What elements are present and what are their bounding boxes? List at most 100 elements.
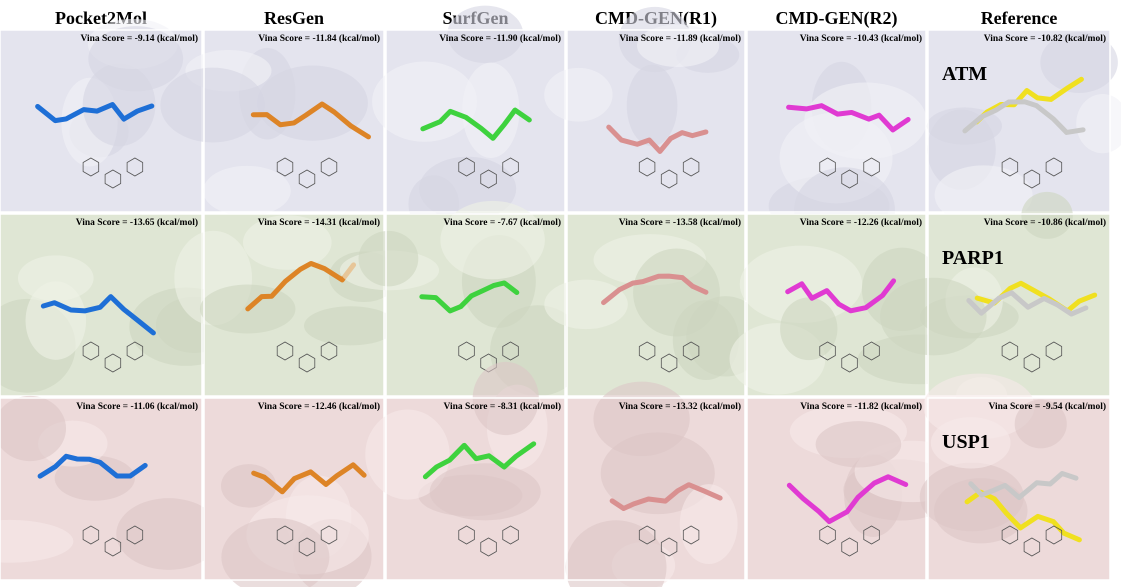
ligand-2d (502, 157, 519, 177)
ligand-3d (250, 101, 371, 140)
ligand-2d (660, 537, 678, 557)
ligand-2d (1045, 157, 1063, 177)
ligand-3d (966, 290, 1089, 317)
vina-score: Vina Score = -7.67 (kcal/mol) (443, 217, 561, 228)
pocket-surface (303, 306, 398, 346)
vina-score: Vina Score = -12.26 (kcal/mol) (800, 217, 922, 228)
pocket-surface (626, 64, 678, 147)
cell: Vina Score = -9.54 (kcal/mol) (919, 373, 1111, 581)
pocket-surface (780, 297, 838, 361)
ligand-2d (502, 341, 519, 361)
pocket-surface (372, 61, 477, 142)
vina-score: Vina Score = -10.86 (kcal/mol) (984, 217, 1106, 228)
target-label: USP1 (942, 431, 990, 453)
ligand-2d (638, 157, 656, 177)
vina-score: Vina Score = -11.84 (kcal/mol) (258, 33, 380, 44)
ligand-2d (863, 157, 880, 177)
pocket-surface (17, 255, 94, 301)
pocket-surface (815, 421, 902, 468)
ligand-2d (863, 525, 880, 545)
ligand-3d (968, 470, 1079, 501)
cell-border (203, 213, 385, 397)
vina-score: Vina Score = -11.06 (kcal/mol) (76, 401, 198, 412)
ligand-2d (1001, 157, 1019, 177)
cell: Vina Score = -11.90 (kcal/mol) (372, 5, 566, 233)
ligand-2d (682, 341, 700, 361)
ligand-3d (251, 462, 367, 495)
ligand-2d (863, 341, 880, 361)
ligand-2d (126, 525, 144, 545)
ligand-2d (1023, 353, 1041, 373)
ligand-3d (962, 99, 1086, 135)
ligand-3d (37, 453, 148, 479)
pocket-surface (462, 62, 520, 159)
ligand-2d (682, 157, 700, 177)
ligand-3d (35, 102, 155, 124)
ligand-2d (298, 169, 316, 189)
cell: Vina Score = -13.32 (kcal/mol) (565, 381, 746, 587)
pocket-surface (54, 455, 135, 501)
ligand-3d (601, 273, 709, 306)
ligand-2d (1045, 341, 1063, 361)
pocket-surface (116, 498, 222, 570)
ligand-2d (298, 537, 316, 557)
vina-score: Vina Score = -11.90 (kcal/mol) (439, 33, 561, 44)
pocket-surface (25, 281, 87, 360)
ligand-2d (276, 341, 294, 361)
ligand-3d (786, 474, 909, 525)
pocket-surface (600, 432, 715, 515)
pocket-surface (1040, 31, 1118, 93)
pocket-surface (636, 24, 720, 67)
ligand-2d (104, 353, 122, 373)
ligand-2d (638, 525, 656, 545)
ligand-2d (682, 525, 700, 545)
cell-border (927, 29, 1111, 213)
cell: Vina Score = -14.31 (kcal/mol) (174, 213, 399, 397)
ligand-2d (660, 169, 678, 189)
ligand-2d (104, 537, 122, 557)
target-label: ATM (942, 63, 987, 85)
cell-border (385, 397, 566, 581)
pocket-surface (672, 300, 739, 380)
pocket-surface (934, 165, 1033, 226)
ligand-2d (502, 525, 519, 545)
vina-score: Vina Score = -11.89 (kcal/mol) (619, 33, 741, 44)
vina-score: Vina Score = -10.82 (kcal/mol) (984, 33, 1106, 44)
ligand-2d (480, 537, 497, 557)
pocket-surface (544, 67, 613, 122)
ligand-2d (819, 157, 836, 177)
pocket-surface (1014, 399, 1067, 449)
vina-score: Vina Score = -13.32 (kcal/mol) (619, 401, 741, 412)
pocket-surface (679, 484, 738, 564)
pocket-surface (880, 277, 987, 356)
pocket-surface (1021, 191, 1073, 239)
ligand-2d (320, 525, 338, 545)
ligand-2d (638, 341, 656, 361)
pocket-surface (0, 395, 67, 462)
vina-score: Vina Score = -10.43 (kcal/mol) (800, 33, 922, 44)
vina-score: Vina Score = -13.58 (kcal/mol) (619, 217, 741, 228)
pocket-surface (257, 65, 368, 141)
cell: Vina Score = -10.43 (kcal/mol) (746, 29, 927, 254)
pocket-surface (203, 165, 291, 216)
column-header: Reference (981, 8, 1058, 28)
pocket-surface (429, 463, 541, 521)
ligand-2d (458, 341, 475, 361)
cell-border (746, 29, 927, 213)
pocket-surface (0, 519, 74, 563)
ligand-3d (609, 482, 723, 512)
ligand-2d (480, 169, 497, 189)
ligand-2d (841, 353, 858, 373)
ligand-3d (420, 107, 532, 141)
ligand-2d (458, 525, 475, 545)
ligand-2d (1023, 537, 1041, 557)
ligand-2d (126, 341, 144, 361)
ligand-2d (1001, 525, 1019, 545)
ligand-2d (298, 353, 316, 373)
pocket-surface (358, 230, 419, 287)
ligand-2d (276, 525, 294, 545)
ligand-3d (245, 260, 357, 312)
pocket-surface (447, 5, 524, 64)
ligand-2d (276, 157, 294, 177)
cell: Vina Score = -13.65 (kcal/mol) (0, 213, 243, 397)
